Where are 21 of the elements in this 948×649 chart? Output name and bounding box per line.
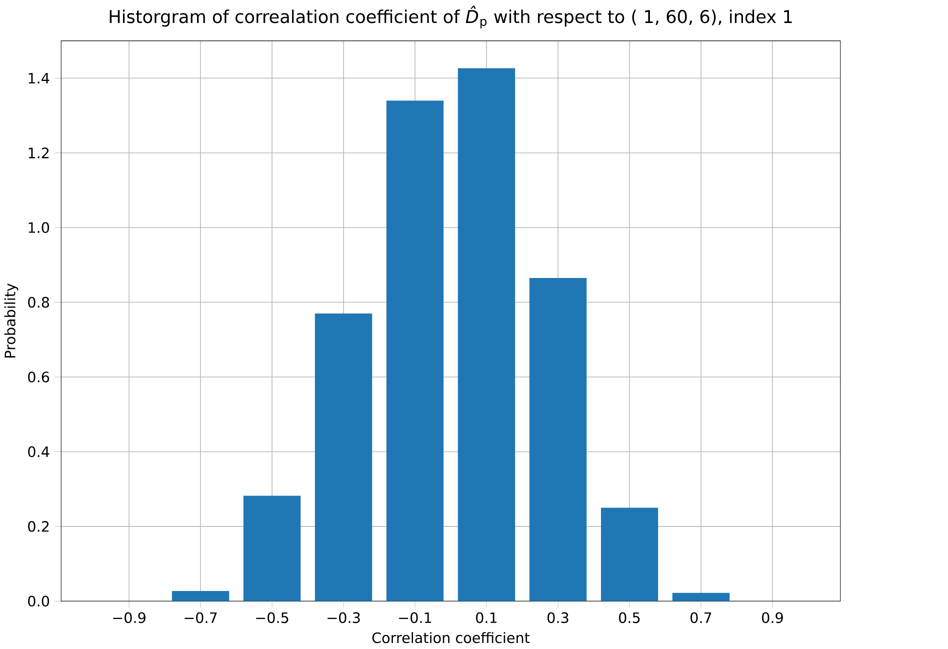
x-tick-label: 0.3 xyxy=(548,612,568,623)
y-tick-label: 0.2 xyxy=(28,520,49,532)
x-tick-label: −0.3 xyxy=(328,612,360,623)
y-tick-label: 1.4 xyxy=(28,72,50,84)
x-tick-label: −0.7 xyxy=(184,612,217,623)
x-tick-label: 0.9 xyxy=(762,612,783,623)
x-tick-label: 0.7 xyxy=(690,612,712,623)
x-tick-label: 0.1 xyxy=(476,612,497,623)
y-tick-label: 1.0 xyxy=(28,222,50,233)
y-tick-label: 1.2 xyxy=(28,147,49,158)
y-tick-label: 0.6 xyxy=(28,371,50,382)
y-tick-label: 0.8 xyxy=(28,296,50,308)
x-axis-title: Correlation coefficient xyxy=(372,632,530,643)
x-tick-label: 0.5 xyxy=(619,612,640,623)
y-tick-label: 0.0 xyxy=(28,596,50,606)
x-tick-label: −0.5 xyxy=(256,612,288,623)
chart-title: Historgram of correalation coefficient of D̂$_{p}$ with respect to ( 1, 60, 6), index 1 xyxy=(110,6,792,28)
y-axis-title: Probability xyxy=(4,283,18,358)
x-tick-label: −0.1 xyxy=(399,612,432,623)
y-tick-label: 0.4 xyxy=(28,446,50,457)
x-tick-label: −0.9 xyxy=(113,612,146,623)
